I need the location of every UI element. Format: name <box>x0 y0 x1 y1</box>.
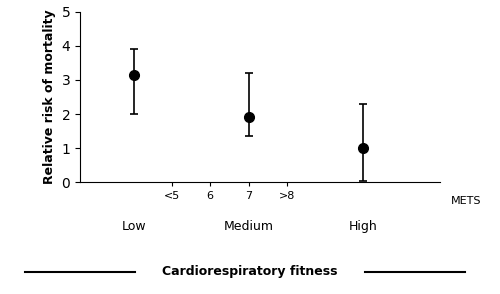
Text: METS: METS <box>451 196 482 206</box>
Text: High: High <box>349 220 378 233</box>
Y-axis label: Relative risk of mortality: Relative risk of mortality <box>43 10 56 184</box>
Text: Medium: Medium <box>224 220 274 233</box>
Text: Low: Low <box>122 220 146 233</box>
Text: Cardiorespiratory fitness: Cardiorespiratory fitness <box>162 265 338 278</box>
